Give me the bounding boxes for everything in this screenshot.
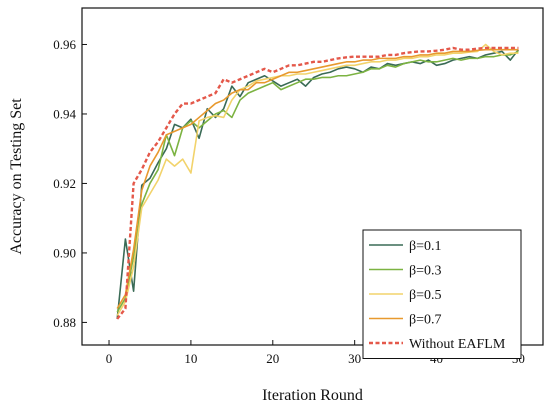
legend-label-5: Without EAFLM <box>409 337 506 352</box>
legend-label-4: β=0.7 <box>409 313 442 328</box>
series-layer <box>116 43 520 320</box>
x-tick-label: 20 <box>266 351 279 366</box>
legend-label-2: β=0.3 <box>409 264 442 279</box>
legend-label-3: β=0.5 <box>409 288 442 303</box>
plot-frame <box>81 7 544 346</box>
x-tick-label: 30 <box>348 351 361 366</box>
y-tick-label: 0.90 <box>53 245 76 260</box>
legend-label-1: β=0.1 <box>409 239 442 254</box>
y-tick-label: 0.96 <box>53 37 76 52</box>
x-tick-label: 0 <box>106 351 113 366</box>
series-line-4 <box>116 48 519 309</box>
y-tick-label: 0.92 <box>53 176 76 191</box>
y-tick-label: 0.94 <box>53 106 76 121</box>
y-tick-label: 0.88 <box>53 315 76 330</box>
y-axis-title: Accuracy on Testing Set <box>8 98 25 255</box>
x-axis-title: Iteration Round <box>262 387 363 404</box>
series-line-5 <box>116 46 519 320</box>
x-tick-label: 10 <box>184 351 197 366</box>
legend: β=0.1 β=0.3 β=0.5 β=0.7 Without EAFLM <box>362 229 522 359</box>
series-line-3 <box>116 43 519 316</box>
